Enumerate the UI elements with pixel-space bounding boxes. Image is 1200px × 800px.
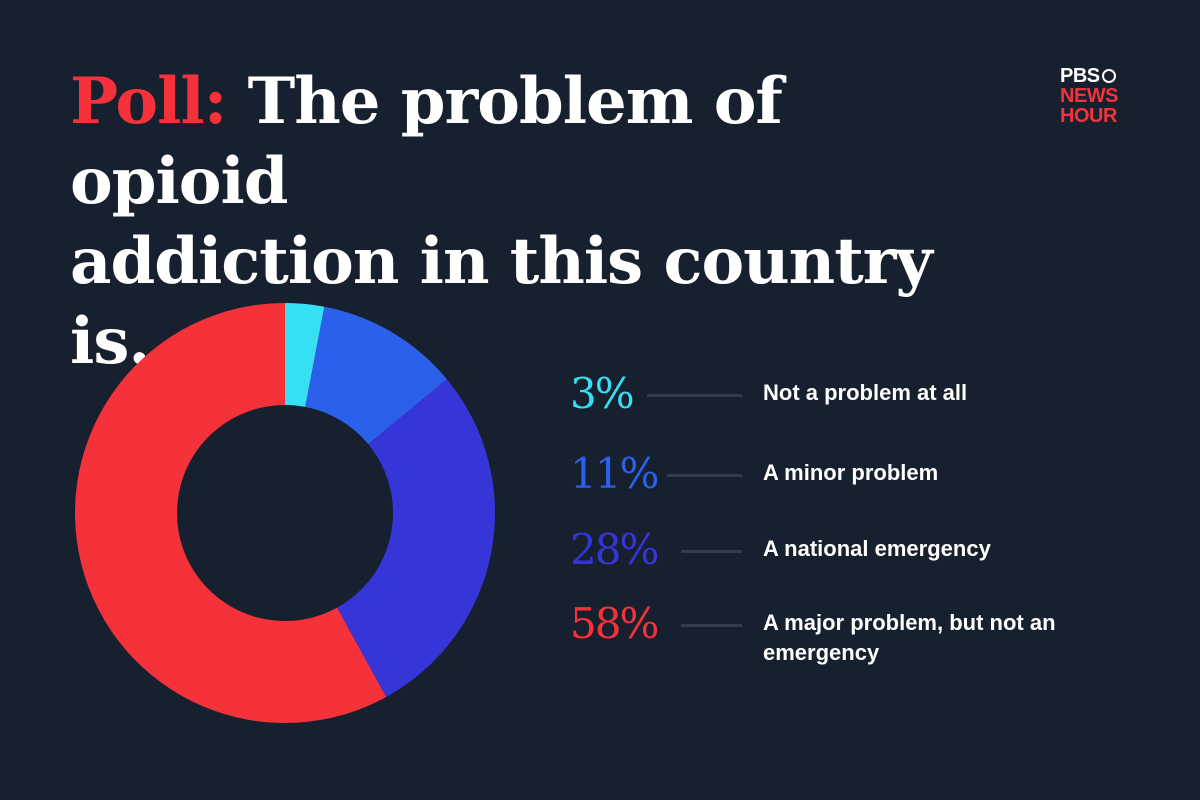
donut-slice-1 — [305, 306, 447, 445]
chart-title: Poll: The problem of opioid addiction in… — [70, 62, 970, 382]
title-line-2: addiction in this country is... — [70, 224, 933, 379]
logo-hour-text: HOUR — [1060, 105, 1117, 127]
logo-pbs-text: PBS — [1060, 65, 1100, 87]
pbs-head-icon — [1101, 69, 1116, 83]
title-keyword: Poll: — [70, 64, 227, 139]
donut-slice-2 — [337, 379, 495, 698]
logo-news-text: NEWS — [1060, 85, 1119, 107]
donut-slice-0 — [285, 303, 325, 407]
donut-slice-3 — [75, 303, 387, 723]
pbs-newshour-logo: PBS NEWS HOUR — [1060, 65, 1119, 127]
title-line-1: The problem of opioid — [70, 64, 783, 219]
